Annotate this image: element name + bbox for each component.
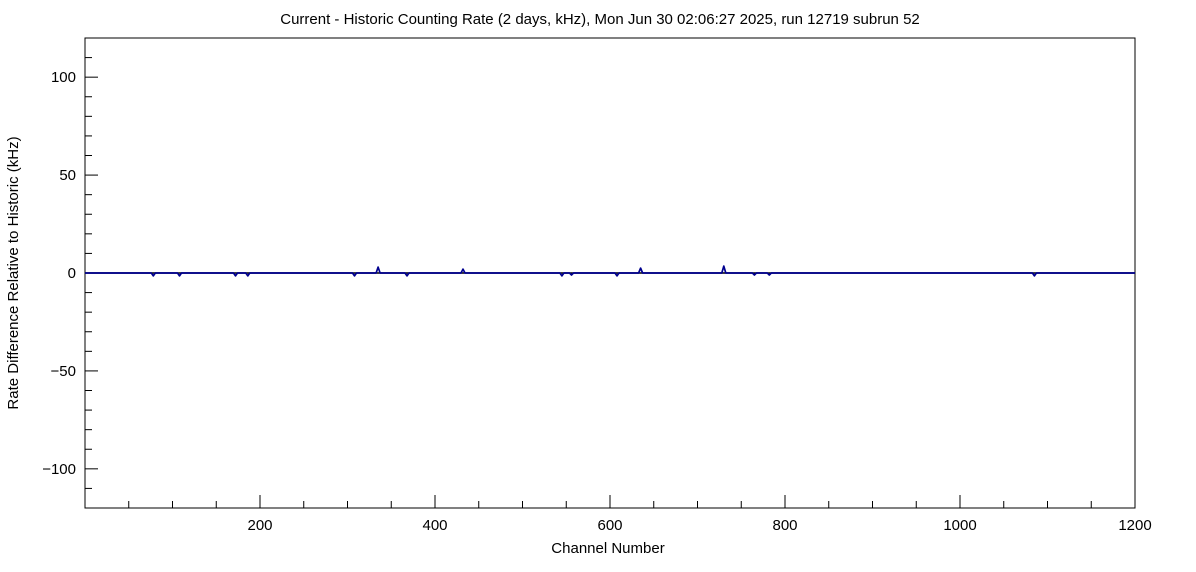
x-tick-label: 600 bbox=[597, 517, 622, 534]
x-tick-label: 200 bbox=[247, 517, 272, 534]
y-axis-label: Rate Difference Relative to Historic (kH… bbox=[5, 136, 22, 409]
plot-area: 200 400 600 800 1000 1200 −100 −50 0 50 100 bbox=[42, 37, 1152, 534]
x-tick-label: 800 bbox=[772, 517, 797, 534]
y-tick-label: 0 bbox=[68, 265, 76, 282]
y-tick-label: −50 bbox=[51, 363, 76, 380]
x-tick-label: 1200 bbox=[1118, 517, 1151, 534]
y-tick-label: 100 bbox=[51, 69, 76, 86]
y-tick-label: −100 bbox=[42, 461, 76, 478]
chart-title: Current - Historic Counting Rate (2 days… bbox=[280, 11, 920, 28]
y-tick-label: 50 bbox=[59, 167, 76, 184]
data-line bbox=[85, 265, 1135, 277]
x-tick-label: 1000 bbox=[943, 517, 976, 534]
x-axis-label: Channel Number bbox=[551, 540, 664, 557]
x-tick-label: 400 bbox=[422, 517, 447, 534]
